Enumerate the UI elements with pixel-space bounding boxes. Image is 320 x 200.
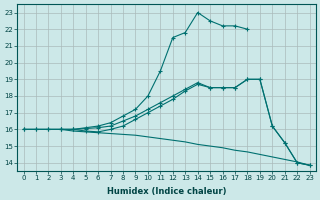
X-axis label: Humidex (Indice chaleur): Humidex (Indice chaleur) — [107, 187, 226, 196]
